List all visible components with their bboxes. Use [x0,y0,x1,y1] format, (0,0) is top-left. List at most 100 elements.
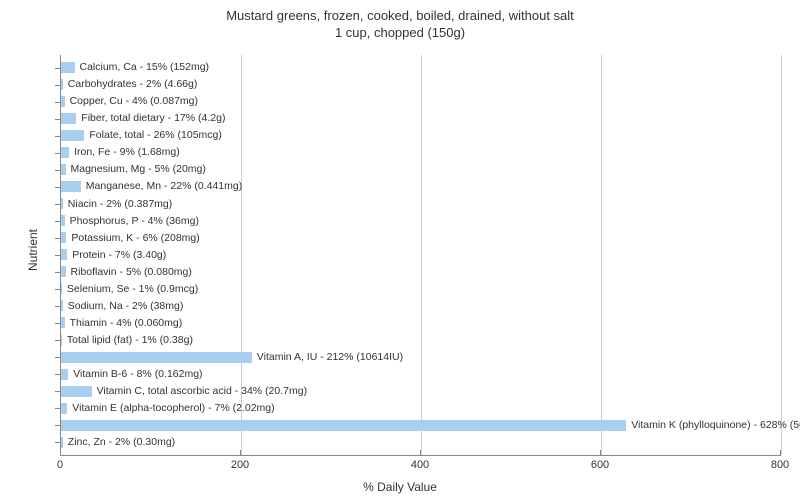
y-tick-mark [55,102,60,103]
bar-row: Niacin - 2% (0.387mg) [61,195,781,212]
nutrient-bar [61,215,65,226]
y-tick-mark [55,425,60,426]
bar-row: Magnesium, Mg - 5% (20mg) [61,161,781,178]
y-tick-mark [55,374,60,375]
x-tick-mark [60,450,61,455]
nutrient-label: Selenium, Se - 1% (0.9mcg) [67,284,198,295]
y-tick-mark [55,221,60,222]
nutrient-bar [61,300,63,311]
nutrient-label: Riboflavin - 5% (0.080mg) [71,267,192,278]
nutrient-label: Zinc, Zn - 2% (0.30mg) [68,437,175,448]
nutrient-bar [61,352,252,363]
nutrient-label: Calcium, Ca - 15% (152mg) [80,62,210,73]
nutrient-chart: Mustard greens, frozen, cooked, boiled, … [0,0,800,500]
bar-row: Calcium, Ca - 15% (152mg) [61,59,781,76]
y-tick-mark [55,119,60,120]
nutrient-label: Folate, total - 26% (105mcg) [89,130,221,141]
nutrient-bar [61,198,63,209]
nutrient-bar [61,147,69,158]
chart-title: Mustard greens, frozen, cooked, boiled, … [0,0,800,42]
x-tick-mark [600,450,601,455]
nutrient-label: Vitamin E (alpha-tocopherol) - 7% (2.02m… [72,403,274,414]
nutrient-bar [61,79,63,90]
nutrient-label: Manganese, Mn - 22% (0.441mg) [86,181,242,192]
bar-row: Selenium, Se - 1% (0.9mcg) [61,280,781,297]
plot-area: Calcium, Ca - 15% (152mg) Carbohydrates -… [60,55,781,456]
bar-row: Thiamin - 4% (0.060mg) [61,314,781,331]
bar-row: Copper, Cu - 4% (0.087mg) [61,93,781,110]
nutrient-bar [61,164,66,175]
nutrient-label: Total lipid (fat) - 1% (0.38g) [67,335,193,346]
nutrient-bar [61,386,92,397]
nutrient-label: Magnesium, Mg - 5% (20mg) [71,164,206,175]
nutrient-bar [61,181,81,192]
x-tick-label: 600 [591,459,609,471]
bar-row: Vitamin K (phylloquinone) - 628% (502.6m… [61,417,781,434]
y-tick-mark [55,204,60,205]
y-tick-mark [55,136,60,137]
bar-row: Riboflavin - 5% (0.080mg) [61,263,781,280]
x-tick-mark [780,450,781,455]
bar-row: Total lipid (fat) - 1% (0.38g) [61,332,781,349]
nutrient-bar [61,266,66,277]
y-tick-mark [55,187,60,188]
gridline [781,55,782,455]
nutrient-bar [61,335,62,346]
nutrient-bar [61,130,84,141]
y-tick-mark [55,272,60,273]
x-ticks: 0200400600800 [60,455,780,475]
nutrient-label: Vitamin C, total ascorbic acid - 34% (20… [97,386,307,397]
nutrient-bar [61,232,66,243]
nutrient-label: Copper, Cu - 4% (0.087mg) [70,96,198,107]
nutrient-label: Thiamin - 4% (0.060mg) [70,318,183,329]
y-tick-mark [55,306,60,307]
nutrient-label: Protein - 7% (3.40g) [72,250,166,261]
y-tick-mark [55,408,60,409]
bar-row: Potassium, K - 6% (208mg) [61,229,781,246]
nutrient-label: Vitamin K (phylloquinone) - 628% (502.6m… [631,420,800,431]
nutrient-bar [61,62,75,73]
bar-row: Vitamin E (alpha-tocopherol) - 7% (2.02m… [61,400,781,417]
y-tick-mark [55,255,60,256]
bar-row: Folate, total - 26% (105mcg) [61,127,781,144]
chart-title-line2: 1 cup, chopped (150g) [0,25,800,42]
y-tick-mark [55,391,60,392]
y-tick-mark [55,442,60,443]
nutrient-label: Potassium, K - 6% (208mg) [71,233,199,244]
x-tick-label: 800 [771,459,789,471]
chart-title-line1: Mustard greens, frozen, cooked, boiled, … [0,8,800,25]
nutrient-bar [61,420,626,431]
y-tick-mark [55,153,60,154]
x-tick-mark [420,450,421,455]
x-axis-label: % Daily Value [363,480,437,494]
nutrient-label: Vitamin B-6 - 8% (0.162mg) [73,369,202,380]
nutrient-bar [61,113,76,124]
y-tick-mark [55,238,60,239]
bar-row: Sodium, Na - 2% (38mg) [61,297,781,314]
bar-row: Phosphorus, P - 4% (36mg) [61,212,781,229]
nutrient-label: Phosphorus, P - 4% (36mg) [70,216,199,227]
y-axis-label: Nutrient [26,229,40,271]
nutrient-label: Niacin - 2% (0.387mg) [68,199,172,210]
nutrient-label: Carbohydrates - 2% (4.66g) [68,79,198,90]
nutrient-label: Iron, Fe - 9% (1.68mg) [74,147,180,158]
nutrient-label: Sodium, Na - 2% (38mg) [68,301,184,312]
nutrient-bar [61,96,65,107]
nutrient-bar [61,249,67,260]
y-tick-mark [55,68,60,69]
y-tick-mark [55,289,60,290]
y-tick-mark [55,323,60,324]
bar-row: Carbohydrates - 2% (4.66g) [61,76,781,93]
bar-row: Vitamin B-6 - 8% (0.162mg) [61,366,781,383]
y-tick-mark [55,340,60,341]
bars-container: Calcium, Ca - 15% (152mg) Carbohydrates -… [61,59,781,451]
bar-row: Iron, Fe - 9% (1.68mg) [61,144,781,161]
bar-row: Fiber, total dietary - 17% (4.2g) [61,110,781,127]
y-tick-mark [55,357,60,358]
x-tick-mark [240,450,241,455]
bar-row: Protein - 7% (3.40g) [61,246,781,263]
nutrient-bar [61,317,65,328]
nutrient-bar [61,403,67,414]
nutrient-label: Fiber, total dietary - 17% (4.2g) [81,113,225,124]
y-tick-mark [55,85,60,86]
